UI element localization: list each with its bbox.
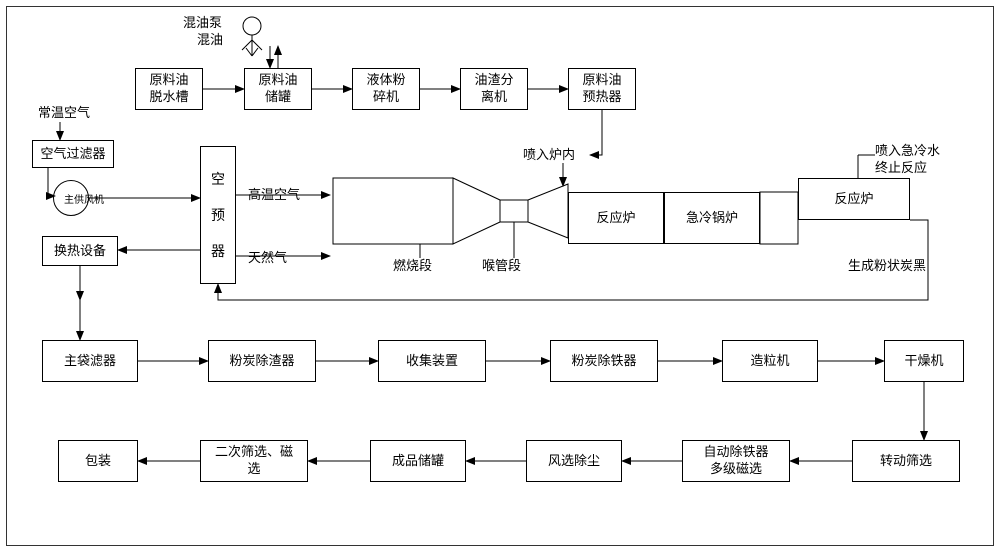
reaction-furnace-1: 反应炉 [568, 192, 664, 244]
rotary-screen: 转动筛选 [852, 440, 960, 482]
slag-remover: 粉炭除渣器 [208, 340, 316, 382]
dryer: 干燥机 [884, 340, 964, 382]
air-filter: 空气过滤器 [32, 140, 114, 168]
granulator: 造粒机 [722, 340, 818, 382]
auto-iron-remover: 自动除铁器 多级磁选 [682, 440, 790, 482]
quench-water-label-top: 喷入急冷水 [875, 143, 940, 160]
deoil-tank: 原料油 脱水槽 [135, 68, 203, 110]
secondary-screen: 二次筛选、磁 选 [200, 440, 308, 482]
inject-furnace-label: 喷入炉内 [523, 147, 575, 164]
quench-boiler: 急冷锅炉 [664, 192, 760, 244]
heat-exchange: 换热设备 [42, 236, 118, 266]
combustion-section-label: 燃烧段 [393, 258, 432, 275]
pump-label-bot: 混油 [197, 32, 223, 49]
throat-section-label: 喉管段 [482, 258, 521, 275]
cb-output-label: 生成粉状炭黑 [848, 258, 926, 275]
air-dust: 风选除尘 [526, 440, 622, 482]
reaction-furnace-2: 反应炉 [798, 178, 910, 220]
main-bag-filter: 主袋滤器 [42, 340, 138, 382]
quench-water-label-bot: 终止反应 [875, 160, 927, 177]
collection-device: 收集装置 [378, 340, 486, 382]
pump-label-top: 混油泵 [183, 15, 222, 32]
nat-gas-label: 天然气 [248, 250, 287, 267]
main-fan: 主供风机 [60, 183, 108, 213]
oil-preheater: 原料油 预热器 [568, 68, 636, 110]
air-preheater: 空 预 器 [200, 146, 236, 284]
packing: 包装 [58, 440, 138, 482]
product-tank: 成品储罐 [370, 440, 466, 482]
hot-air-label: 高温空气 [248, 187, 300, 204]
iron-remover: 粉炭除铁器 [550, 340, 658, 382]
ambient-air-label: 常温空气 [38, 105, 90, 122]
slag-separator: 油渣分 离机 [460, 68, 528, 110]
stock-tank: 原料油 储罐 [244, 68, 312, 110]
liquid-crusher: 液体粉 碎机 [352, 68, 420, 110]
